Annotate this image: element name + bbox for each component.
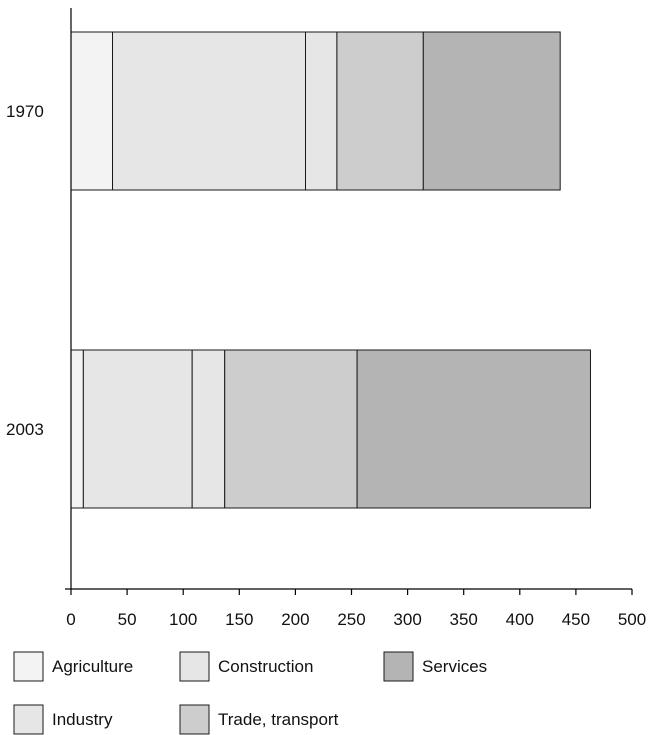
x-tick-label-250: 250 [337,610,365,629]
y-category-labels: 1970 2003 [6,102,44,439]
legend: Agriculture Construction Services Industry T… [13,651,487,735]
bar-1970-agriculture [70,31,114,191]
bars-layer [70,31,591,509]
legend-swatch-industry [13,704,44,735]
x-tick-label-200: 200 [281,610,309,629]
x-tick-label-100: 100 [169,610,197,629]
y-category-label-2003: 2003 [6,420,44,439]
bar-2003-construction [82,349,193,509]
bar-1970-construction [112,31,306,191]
bar-2003-agriculture [70,349,84,509]
bar-2003-trade-transport [224,349,358,509]
legend-swatch-construction [179,651,210,682]
bar-1970-industry [304,31,338,191]
x-tick-label-450: 450 [562,610,590,629]
legend-label-agriculture: Agriculture [52,657,133,676]
legend-swatch-services [383,651,414,682]
legend-label-industry: Industry [52,710,113,729]
legend-swatch-trade-transport [179,704,210,735]
legend-label-construction: Construction [218,657,313,676]
x-tick-label-300: 300 [393,610,421,629]
x-ticks: 0 50 100 150 200 250 300 350 400 450 500 [66,589,646,629]
bar-2003-industry [191,349,226,509]
x-tick-label-350: 350 [450,610,478,629]
x-tick-label-150: 150 [225,610,253,629]
legend-swatch-agriculture [13,651,44,682]
legend-label-trade-transport: Trade, transport [218,710,339,729]
x-tick-label-50: 50 [118,610,137,629]
legend-label-services: Services [422,657,487,676]
x-tick-label-400: 400 [506,610,534,629]
x-tick-label-500: 500 [618,610,646,629]
y-category-label-1970: 1970 [6,102,44,121]
bar-1970-services [422,31,561,191]
x-tick-label-0: 0 [66,610,75,629]
bar-1970-trade-transport [336,31,424,191]
bar-2003-services [356,349,591,509]
